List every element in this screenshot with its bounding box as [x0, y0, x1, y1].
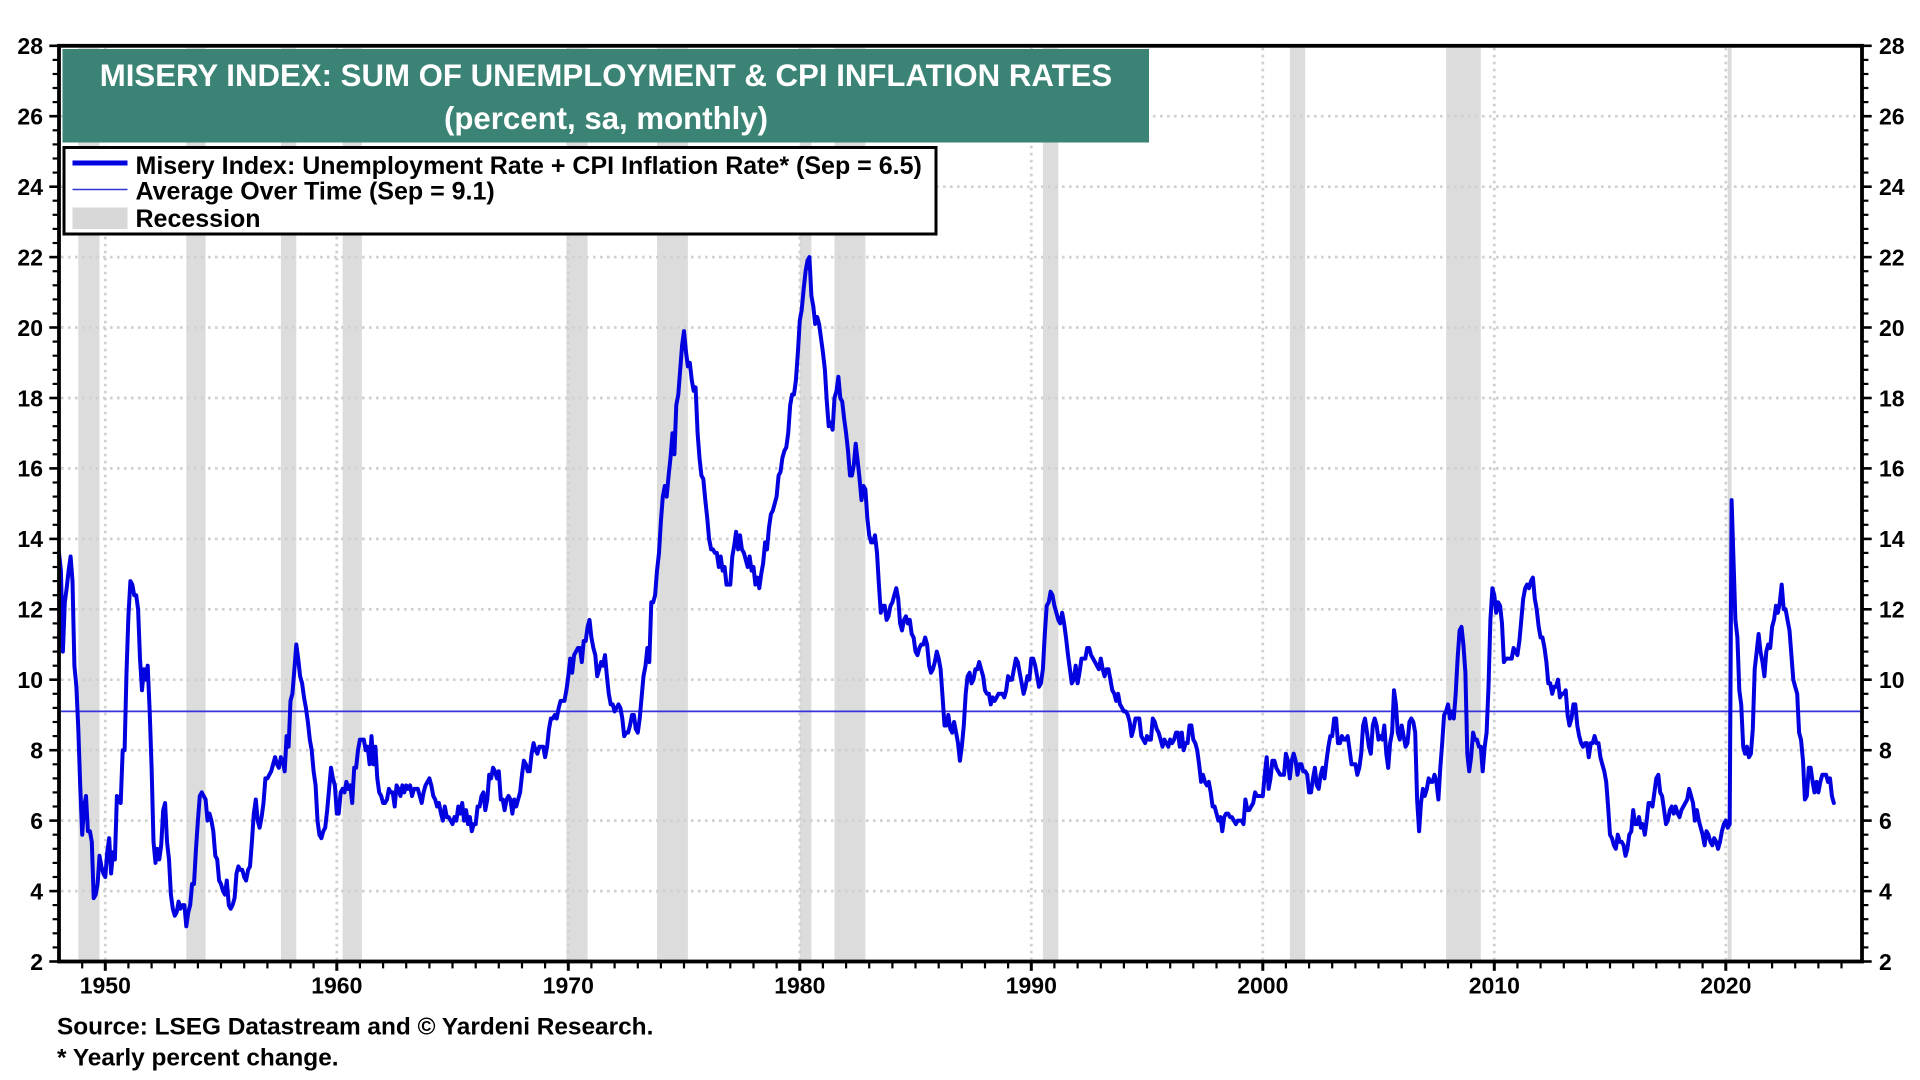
svg-text:10: 10 [1879, 667, 1905, 693]
svg-text:1960: 1960 [311, 973, 362, 999]
svg-text:1950: 1950 [80, 973, 131, 999]
svg-text:1980: 1980 [774, 973, 825, 999]
svg-text:14: 14 [1879, 526, 1905, 552]
svg-text:22: 22 [1879, 244, 1905, 270]
svg-text:(percent, sa, monthly): (percent, sa, monthly) [444, 101, 768, 136]
svg-text:12: 12 [1879, 597, 1905, 623]
svg-text:Misery Index: Unemployment Rat: Misery Index: Unemployment Rate + CPI In… [136, 152, 922, 180]
svg-text:14: 14 [17, 526, 43, 552]
svg-text:26: 26 [1879, 104, 1905, 130]
svg-text:2: 2 [1879, 949, 1892, 975]
svg-text:Average Over Time (Sep = 9.1): Average Over Time (Sep = 9.1) [136, 178, 495, 206]
svg-text:22: 22 [17, 244, 43, 270]
svg-text:16: 16 [17, 456, 43, 482]
svg-text:4: 4 [1879, 878, 1892, 904]
svg-text:2000: 2000 [1237, 973, 1288, 999]
svg-text:1990: 1990 [1006, 973, 1057, 999]
svg-text:20: 20 [1879, 315, 1905, 341]
svg-text:18: 18 [17, 385, 43, 411]
svg-text:2: 2 [30, 949, 43, 975]
svg-text:4: 4 [30, 878, 43, 904]
svg-text:8: 8 [1879, 738, 1892, 764]
svg-text:1970: 1970 [543, 973, 594, 999]
svg-text:26: 26 [17, 104, 43, 130]
svg-text:18: 18 [1879, 385, 1905, 411]
svg-text:10: 10 [17, 667, 43, 693]
svg-text:24: 24 [17, 174, 43, 200]
svg-text:Source: LSEG Datastream and ©: Source: LSEG Datastream and © Yardeni Re… [57, 1013, 653, 1040]
svg-text:24: 24 [1879, 174, 1905, 200]
svg-text:2010: 2010 [1469, 973, 1520, 999]
svg-text:* Yearly percent change.: * Yearly percent change. [57, 1044, 339, 1071]
svg-text:6: 6 [1879, 808, 1892, 834]
svg-text:Recession: Recession [136, 205, 261, 233]
svg-text:16: 16 [1879, 456, 1905, 482]
svg-text:28: 28 [1879, 33, 1905, 59]
svg-text:12: 12 [17, 597, 43, 623]
svg-text:8: 8 [30, 738, 43, 764]
svg-text:MISERY INDEX: SUM OF UNEMPLOYM: MISERY INDEX: SUM OF UNEMPLOYMENT & CPI … [100, 58, 1112, 93]
svg-text:28: 28 [17, 33, 43, 59]
svg-text:2020: 2020 [1700, 973, 1751, 999]
svg-text:20: 20 [17, 315, 43, 341]
svg-text:6: 6 [30, 808, 43, 834]
